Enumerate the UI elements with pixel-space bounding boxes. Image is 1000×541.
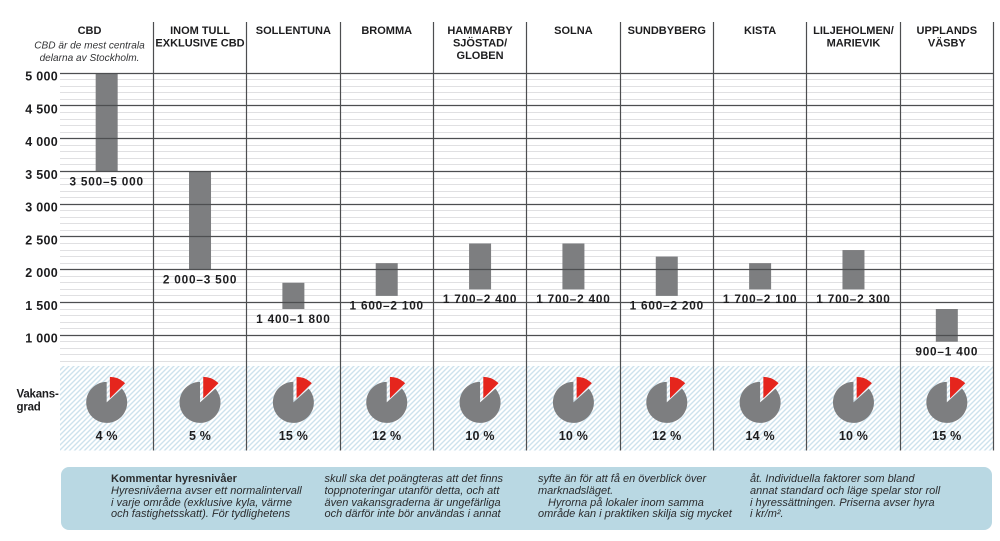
svg-text:3 500–5 000: 3 500–5 000	[69, 174, 143, 188]
svg-text:10 %: 10 %	[839, 429, 868, 443]
svg-text:CBD är de mest centrala: CBD är de mest centrala	[34, 41, 145, 52]
svg-text:5 %: 5 %	[189, 429, 211, 443]
svg-text:1 700–2 300: 1 700–2 300	[816, 292, 890, 306]
svg-text:2 000: 2 000	[25, 266, 58, 280]
svg-text:HAMMARBY: HAMMARBY	[447, 25, 513, 37]
svg-text:900–1 400: 900–1 400	[915, 345, 978, 359]
svg-text:Vakans-: Vakans-	[17, 389, 59, 401]
svg-text:SJÖSTAD/: SJÖSTAD/	[453, 37, 507, 50]
svg-text:SOLLENTUNA: SOLLENTUNA	[256, 25, 331, 37]
svg-text:3 000: 3 000	[25, 201, 58, 215]
svg-text:12 %: 12 %	[652, 429, 681, 443]
svg-text:1 700–2 400: 1 700–2 400	[536, 292, 610, 306]
svg-text:2 500: 2 500	[25, 233, 58, 247]
svg-text:15 %: 15 %	[932, 429, 961, 443]
svg-text:1 400–1 800: 1 400–1 800	[256, 312, 330, 326]
svg-text:SUNDBYBERG: SUNDBYBERG	[628, 25, 706, 37]
svg-text:1 500: 1 500	[25, 299, 58, 313]
svg-text:VÄSBY: VÄSBY	[928, 37, 967, 50]
svg-text:delarna av Stockholm.: delarna av Stockholm.	[40, 53, 140, 64]
svg-text:4 %: 4 %	[96, 429, 118, 443]
svg-text:14 %: 14 %	[745, 429, 774, 443]
svg-text:LILJEHOLMEN/: LILJEHOLMEN/	[813, 25, 894, 37]
svg-text:1 000: 1 000	[25, 332, 58, 346]
svg-text:3 500: 3 500	[25, 168, 58, 182]
svg-text:SOLNA: SOLNA	[554, 25, 593, 37]
svg-text:1 600–2 100: 1 600–2 100	[350, 299, 424, 313]
svg-text:grad: grad	[17, 402, 41, 414]
svg-text:1 700–2 400: 1 700–2 400	[443, 292, 517, 306]
svg-text:2 000–3 500: 2 000–3 500	[163, 273, 237, 287]
svg-text:MARIEVIK: MARIEVIK	[827, 38, 881, 50]
svg-text:10 %: 10 %	[559, 429, 588, 443]
svg-text:15 %: 15 %	[279, 429, 308, 443]
svg-text:KISTA: KISTA	[744, 25, 776, 37]
svg-text:UPPLANDS: UPPLANDS	[917, 25, 978, 37]
svg-text:10 %: 10 %	[465, 429, 494, 443]
svg-text:GLOBEN: GLOBEN	[457, 50, 504, 62]
svg-text:1 700–2 100: 1 700–2 100	[723, 292, 797, 306]
svg-text:1 600–2 200: 1 600–2 200	[630, 299, 704, 313]
svg-text:EXKLUSIVE CBD: EXKLUSIVE CBD	[155, 38, 244, 50]
svg-text:12 %: 12 %	[372, 429, 401, 443]
svg-text:5 000: 5 000	[25, 70, 58, 84]
svg-text:4 500: 4 500	[25, 102, 58, 116]
svg-text:BROMMA: BROMMA	[361, 25, 412, 37]
svg-text:CBD: CBD	[78, 25, 102, 37]
svg-text:4 000: 4 000	[25, 135, 58, 149]
svg-text:INOM TULL: INOM TULL	[170, 25, 230, 37]
